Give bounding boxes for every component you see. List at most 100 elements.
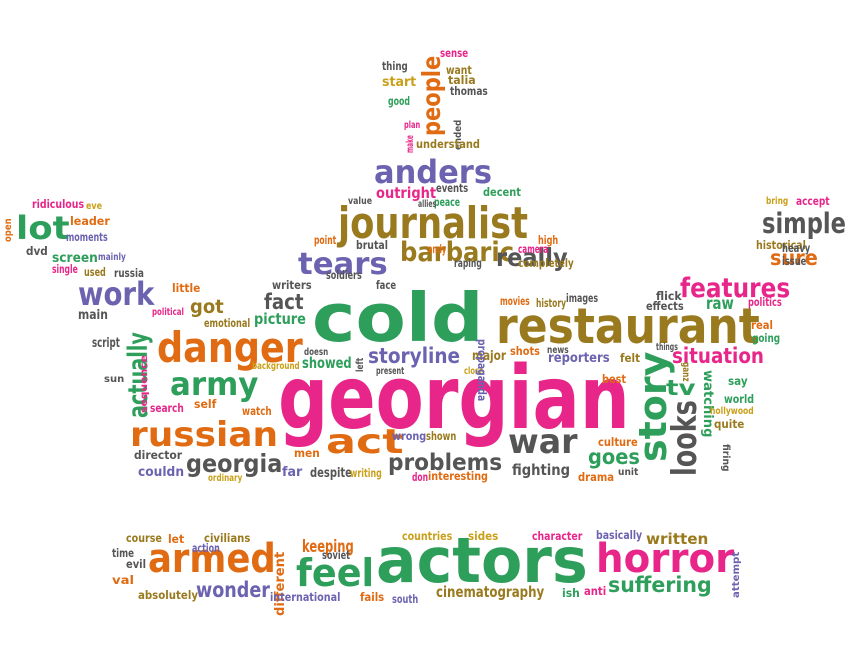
- word: horror: [596, 536, 735, 582]
- word: movies: [500, 294, 530, 308]
- word: evil: [126, 557, 146, 571]
- word: danger: [157, 323, 303, 372]
- word: allies: [418, 199, 437, 210]
- word: propaganda: [475, 339, 489, 402]
- word: search: [150, 401, 184, 415]
- word: action: [192, 541, 220, 555]
- word: anti: [584, 584, 607, 598]
- word: fighting: [512, 461, 571, 479]
- word: images: [566, 291, 599, 305]
- word: val: [112, 573, 135, 587]
- word: countries: [402, 529, 453, 543]
- word: news: [547, 345, 569, 356]
- word: army: [170, 365, 259, 403]
- word: background: [252, 361, 300, 372]
- word: men: [294, 446, 320, 460]
- word: sure: [770, 246, 818, 270]
- word: dvd: [26, 244, 48, 258]
- word: close: [464, 366, 484, 377]
- word: issue: [782, 254, 807, 268]
- word: far: [282, 465, 303, 480]
- word: problems: [388, 450, 503, 476]
- word: time: [112, 546, 134, 560]
- word: history: [536, 296, 567, 310]
- word: left: [355, 357, 366, 372]
- word: situation: [672, 344, 764, 368]
- word: really: [496, 243, 568, 272]
- word: ridiculous: [32, 197, 85, 211]
- word: point: [314, 233, 337, 247]
- word: decent: [483, 185, 521, 199]
- word: absolutely: [138, 588, 198, 602]
- word: raw: [706, 294, 734, 314]
- word: screen: [52, 251, 98, 266]
- word: tv: [666, 376, 696, 400]
- word: moments: [66, 230, 108, 244]
- word: ganz: [680, 362, 691, 382]
- word: wonder: [196, 578, 270, 602]
- word: simple: [762, 207, 846, 240]
- word: heavy: [782, 241, 811, 255]
- word: writers: [272, 278, 312, 292]
- word: raping: [454, 256, 482, 270]
- word: barbaric: [400, 237, 515, 268]
- word: wrong: [392, 429, 427, 443]
- word: bring: [766, 196, 789, 207]
- word: sequence: [139, 355, 150, 413]
- word: hollywood: [710, 406, 754, 417]
- word: got: [190, 296, 224, 318]
- word: russia: [114, 266, 144, 280]
- word: let: [168, 532, 185, 546]
- word: soldiers: [326, 268, 362, 282]
- word: outright: [376, 184, 437, 202]
- word: picture: [254, 310, 306, 328]
- word: journalist: [338, 198, 529, 249]
- word: self: [194, 397, 217, 411]
- word: fact: [264, 290, 304, 314]
- word: course: [126, 531, 162, 545]
- word: firing: [720, 444, 731, 472]
- word: shots: [510, 344, 540, 358]
- word: interesting: [428, 469, 488, 483]
- word: anders: [374, 153, 492, 191]
- word: georgia: [186, 449, 283, 478]
- word: good: [388, 94, 410, 108]
- word: present: [376, 366, 405, 377]
- word: basically: [596, 528, 643, 542]
- word: fails: [360, 590, 385, 604]
- word: emotional: [204, 316, 251, 330]
- word: things: [656, 342, 678, 353]
- word: want: [446, 63, 472, 77]
- word: real: [751, 318, 773, 332]
- word: people: [417, 55, 446, 136]
- word: shown: [426, 429, 457, 443]
- word: culture: [598, 435, 638, 449]
- word: goes: [588, 445, 640, 469]
- word: watching: [700, 370, 715, 438]
- word: ordinary: [208, 473, 243, 484]
- word: armed: [148, 536, 276, 582]
- word: political: [152, 307, 184, 318]
- word: events: [436, 181, 469, 195]
- word: feel: [296, 551, 375, 595]
- word: thomas: [450, 84, 488, 98]
- word: thing: [382, 59, 408, 73]
- word: leader: [70, 214, 110, 228]
- word: accept: [796, 194, 830, 208]
- word: peace: [434, 195, 461, 209]
- word: unit: [618, 467, 639, 478]
- word: watch: [242, 404, 272, 418]
- word: russian: [130, 415, 279, 455]
- word: georgian: [278, 347, 630, 449]
- word: make: [405, 135, 416, 153]
- word: script: [92, 336, 120, 351]
- word: storyline: [368, 344, 461, 368]
- word: reporters: [548, 351, 610, 366]
- word: south: [392, 592, 419, 606]
- word: director: [134, 448, 183, 462]
- word: major: [472, 349, 507, 364]
- word: showed: [302, 354, 352, 372]
- word: main: [78, 308, 108, 323]
- word: single: [52, 262, 78, 276]
- word: value: [348, 196, 373, 207]
